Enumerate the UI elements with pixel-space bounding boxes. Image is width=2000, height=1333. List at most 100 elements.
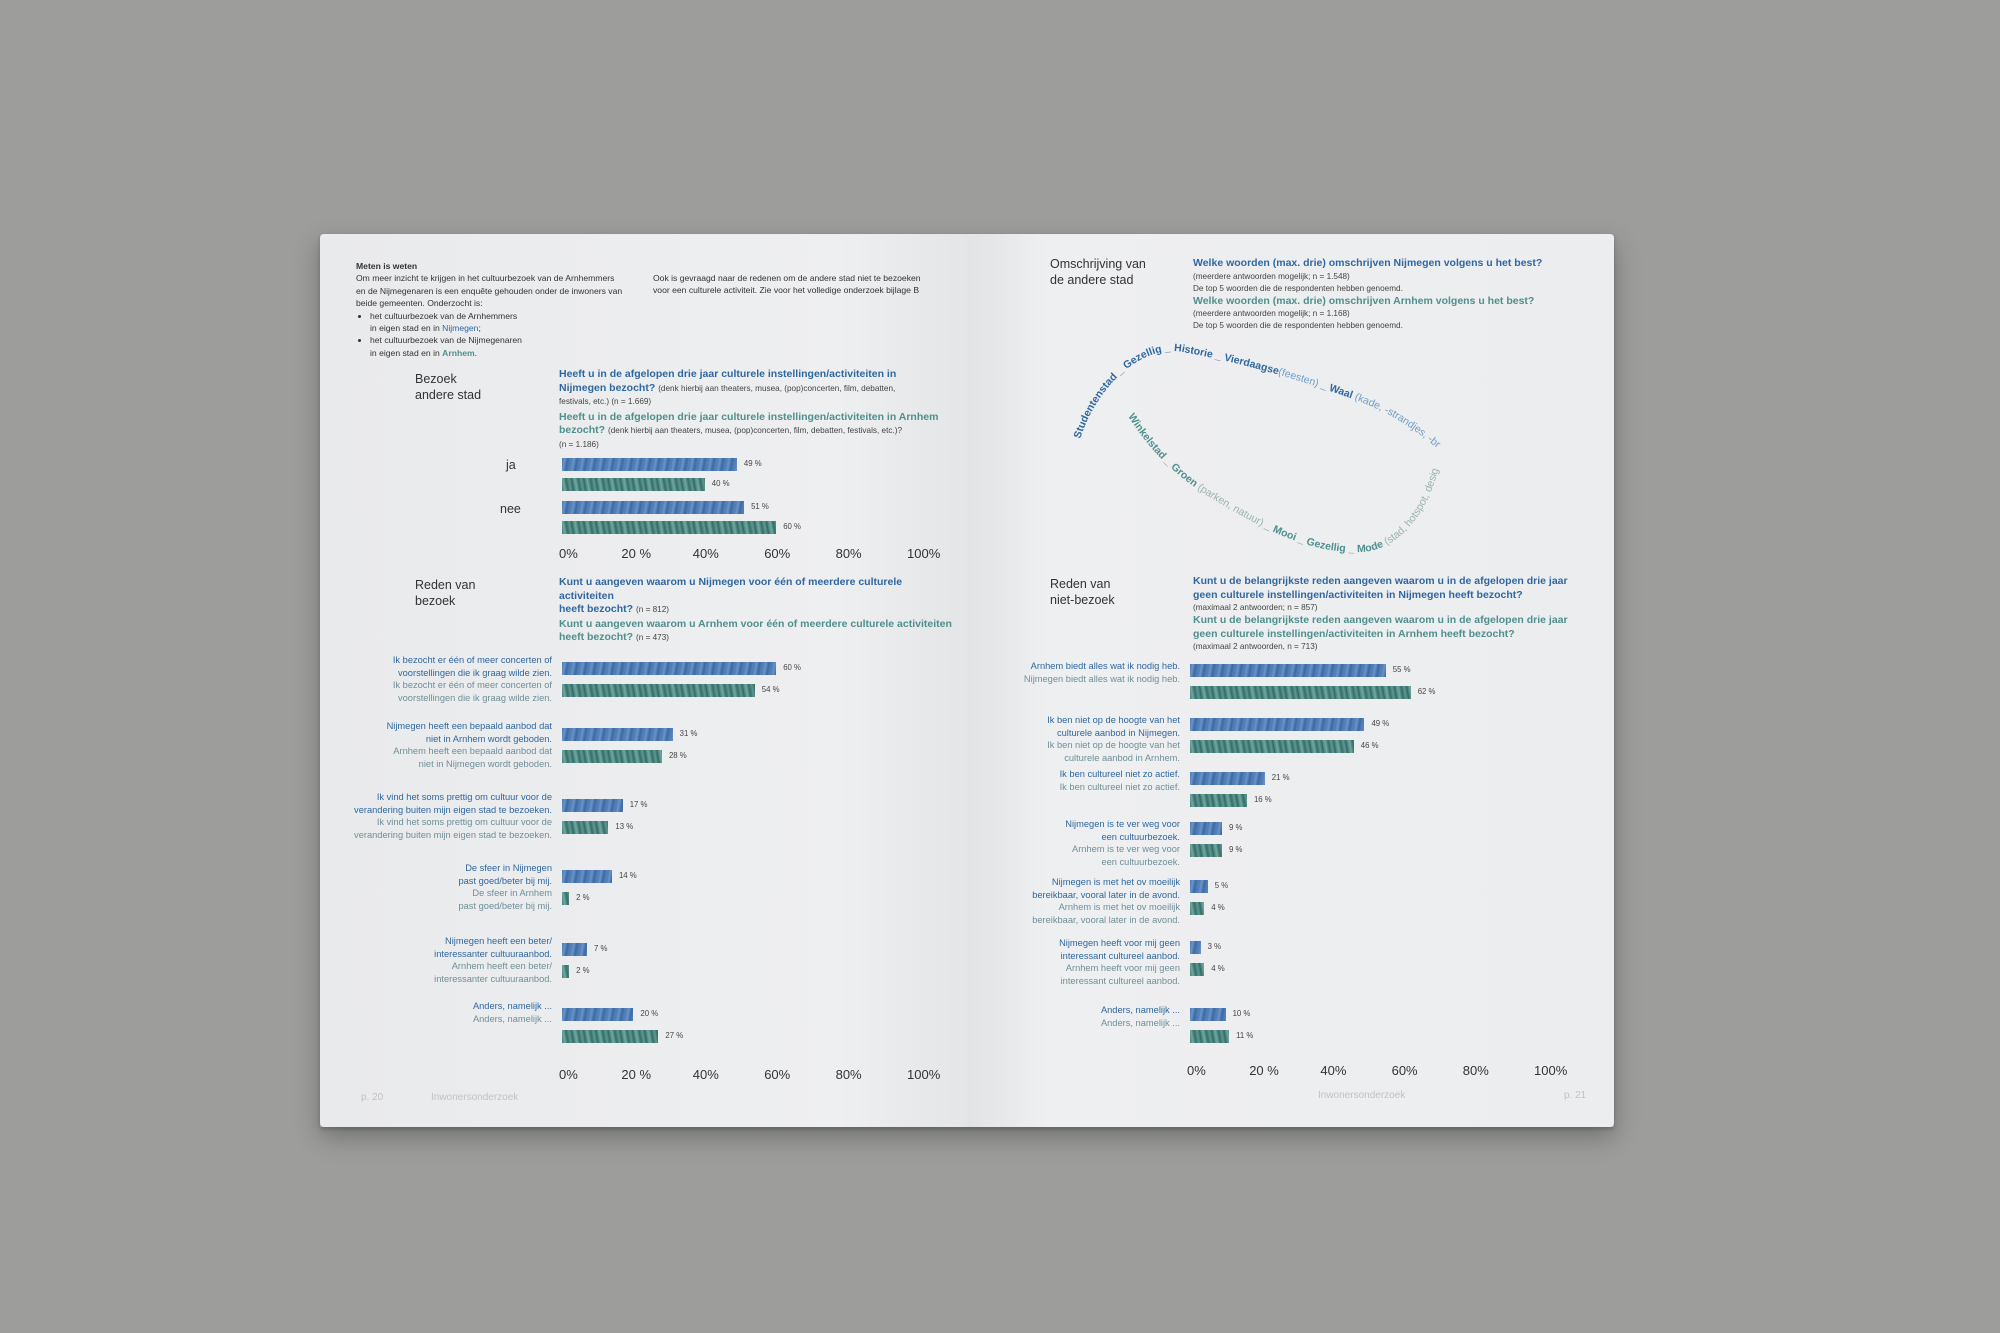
visit-category-ja: ja (506, 458, 516, 472)
footer-page-number: p. 20 (361, 1092, 384, 1103)
reason-label-nijmegen: past goed/beter bij mij. (458, 875, 552, 886)
nonvisit-label-nijmegen: interessant cultureel aanbod. (1060, 950, 1180, 961)
intro-bullet: het cultuurbezoek van de Arnhemmers in e… (370, 310, 646, 335)
q-small: (n = 473) (636, 633, 670, 642)
bar-nijmegen-label: 3 % (1207, 942, 1222, 951)
nonvisit-label-nijmegen: Ik ben cultureel niet zo actief. (1059, 769, 1180, 779)
word-text-light: (feesten) (1277, 366, 1320, 390)
bar-arnhem (562, 750, 662, 763)
nonvisit-label: Nijmegen is met het ov moeilijk bereikbaa… (968, 876, 1180, 926)
nonvisit-label-arnhem: Nijmegen biedt alles wat ik nodig heb. (1023, 673, 1180, 684)
bar-nijmegen-label: 20 % (640, 1009, 659, 1018)
word-cloud: Studentenstad _ Gezellig _ Historie _ Vi… (968, 234, 1443, 555)
reason-label-nijmegen: Nijmegen heeft een beter/ (445, 936, 552, 946)
bar-nijmegen-label: 17 % (629, 800, 648, 809)
intro-line: en de Nijmegenaren is een enquête gehoud… (356, 285, 623, 296)
nonvisit-label-nijmegen: Nijmegen is met het ov moeilijk (1051, 877, 1180, 887)
bar-nijmegen-label: 10 % (1232, 1009, 1251, 1018)
bar-nijmegen (562, 728, 673, 741)
axis-top-tick: 0% (559, 546, 578, 561)
bar-arnhem-label: 62 % (1417, 687, 1436, 696)
axis-bottom-tick: 100% (907, 1067, 941, 1082)
reason-label-nijmegen: Nijmegen heeft een bepaald aanbod dat (386, 721, 552, 731)
title-line: Reden van (415, 578, 476, 592)
axis-right-tick: 80% (1462, 1063, 1489, 1078)
q-small: De top 5 woorden die de respondenten heb… (1193, 283, 1403, 293)
footer-page-number: p. 21 (1564, 1090, 1587, 1101)
intro-line: voor een culturele activiteit. Zie voor … (653, 285, 920, 296)
footer-title: Inwonersonderzoek (431, 1092, 519, 1103)
reason-label: Nijmegen heeft een beter/interessanter c… (330, 935, 552, 985)
q-line: Kunt u aangeven waarom u Arnhem voor één… (559, 617, 952, 630)
title-line: andere stad (415, 388, 482, 402)
reason-label-nijmegen: interessanter cultuuraanbod. (434, 948, 552, 959)
bar-nijmegen (1190, 718, 1365, 731)
nonvisit-label-nijmegen: bereikbaar, vooral later in de avond. (1032, 889, 1180, 900)
axis-bottom-tick: 80% (835, 1067, 862, 1082)
q-line: Kunt u de belangrijkste reden aangeven w… (1193, 614, 1568, 626)
bar-arnhem-label: 11 % (1236, 1031, 1254, 1040)
footer-title: Inwonersonderzoek (1318, 1090, 1406, 1101)
word-text: _ Waal (1318, 379, 1354, 401)
bar-arnhem (1190, 1030, 1230, 1043)
q-line: heeft bezocht? (559, 603, 634, 615)
axis-top-tick: 80% (835, 546, 862, 561)
title-line: bezoek (415, 594, 456, 608)
nonvisit-label-nijmegen: culturele aanbod in Nijmegen. (1056, 727, 1180, 738)
bar-arnhem (1190, 844, 1223, 857)
nonvisit-label-arnhem: Ik ben cultureel niet zo actief. (1059, 781, 1180, 792)
bar-arnhem-label: 46 % (1360, 741, 1379, 750)
word-text: Winkelstad _ Groen (1125, 411, 1199, 489)
reason-label-nijmegen: Ik vind het soms prettig om cultuur voor… (376, 792, 552, 802)
bar-arnhem (562, 892, 570, 905)
bar-arnhem (1190, 740, 1354, 753)
bar-arnhem-label: 9 % (1229, 845, 1243, 854)
bar-arnhem (1190, 963, 1205, 976)
bar-nijmegen-label: 55 % (1392, 665, 1411, 674)
bar-nijmegen-label: 5 % (1214, 881, 1229, 890)
q-small: (denk hierbij aan theaters, musea, (pop)… (608, 426, 903, 435)
nonvisit-label: Ik ben cultureel niet zo actief. Ik ben c… (968, 768, 1180, 793)
bar-nijmegen (1190, 1008, 1226, 1021)
word-text: Studentenstad _ Gezellig _ Historie _ Vi… (1071, 342, 1280, 440)
nonvisit-label-arnhem: Arnhem heeft voor mij geen (1065, 963, 1180, 973)
q-small: (n = 1.186) (559, 439, 599, 449)
reason-label-arnhem: verandering buiten mijn eigen stad te be… (354, 829, 552, 840)
intro-bullets: het cultuurbezoek van de Arnhemmers in e… (356, 310, 646, 360)
bar-arnhem (1190, 686, 1411, 699)
q-line: heeft bezocht? (559, 631, 634, 643)
bar-nijmegen (1190, 772, 1265, 785)
axis-top-tick: 100% (907, 546, 941, 561)
bar-nijmegen-label: 7 % (593, 944, 608, 953)
reasons-question-arnhem: Kunt u aangeven waarom u Arnhem voor één… (559, 618, 959, 645)
bullet-city-arnhem: Arnhem (442, 347, 475, 358)
reason-label: Anders, namelijk ... Anders, namelijk ... (330, 1000, 552, 1025)
bar-nijmegen-label: 49 % (743, 459, 762, 468)
reason-label-nijmegen: voorstellingen die ik graag wilde zien. (397, 667, 552, 678)
bar-nijmegen-label: 21 % (1271, 773, 1290, 782)
bar-nijmegen (1190, 941, 1201, 954)
axis-right-tick: 20 % (1249, 1063, 1279, 1078)
axis-right-tick: 40% (1320, 1063, 1347, 1078)
bar-nijmegen (562, 501, 745, 514)
q-line: geen culturele instellingen/activiteiten… (1193, 627, 1515, 640)
axis-right-tick: 0% (1187, 1063, 1206, 1078)
nonvisit-label-arnhem: Ik ben niet op de hoogte van het (1047, 740, 1180, 750)
bar-arnhem-label: 4 % (1211, 964, 1225, 973)
bar-arnhem-label: 60 % (783, 522, 801, 531)
bullet-text: het cultuurbezoek van de Arnhemmers (370, 310, 518, 321)
q-small: (meerdere antwoorden mogelijk; n = 1.168… (1193, 309, 1350, 318)
nonvisit-questions: Kunt u de belangrijkste reden aangeven w… (1193, 575, 1593, 652)
reason-label-arnhem: voorstellingen die ik graag wilde zien. (397, 692, 552, 703)
q-line: Heeft u in de afgelopen drie jaar cultur… (559, 368, 897, 380)
bullet-text: het cultuurbezoek van de Nijmegenaren (370, 335, 522, 346)
axis-right-tick: 60% (1391, 1063, 1418, 1078)
q-line: Kunt u aangeven waarom u Nijmegen voor é… (559, 576, 903, 602)
description-question-nijmegen: Welke woorden (max. drie) omschrijven Ni… (1193, 257, 1543, 269)
bar-arnhem-label: 4 % (1211, 903, 1225, 912)
nonvisit-question-nijmegen: Kunt u de belangrijkste reden aangeven w… (1193, 575, 1593, 602)
description-question-arnhem: Welke woorden (max. drie) omschrijven Ar… (1193, 294, 1535, 307)
reasons-section-title: Reden van bezoek (415, 577, 475, 609)
bullet-city-nijmegen: Nijmegen (442, 323, 479, 334)
nonvisit-label: Ik ben niet op de hoogte van het culturel… (968, 714, 1180, 764)
